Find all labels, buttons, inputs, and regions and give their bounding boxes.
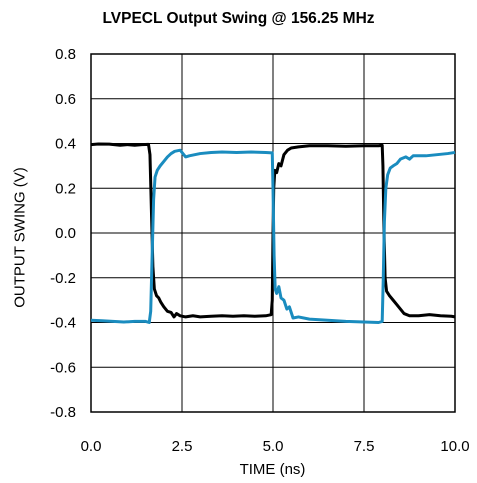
x-tick-label: 2.5 bbox=[172, 438, 193, 455]
y-tick-label: -0.8 bbox=[50, 404, 76, 421]
x-tick-label: 5.0 bbox=[263, 438, 284, 455]
y-tick-label: -0.2 bbox=[50, 270, 76, 287]
x-axis-label: TIME (ns) bbox=[239, 461, 306, 478]
x-tick-label: 7.5 bbox=[354, 438, 375, 455]
y-tick-label: 0.4 bbox=[55, 136, 76, 153]
y-tick-label: -0.4 bbox=[50, 315, 76, 332]
chart-title: LVPECL Output Swing @ 156.25 MHz bbox=[102, 10, 375, 27]
y-tick-label: 0.6 bbox=[55, 91, 76, 108]
x-tick-label: 10.0 bbox=[440, 438, 469, 455]
x-tick-label: 0.0 bbox=[81, 438, 102, 455]
series-line-1 bbox=[90, 142, 456, 319]
y-tick-label: 0.2 bbox=[55, 180, 76, 197]
y-tick-label: 0.8 bbox=[55, 46, 76, 63]
plot-frame bbox=[90, 53, 456, 413]
series-line-2 bbox=[90, 148, 456, 324]
y-tick-label: -0.6 bbox=[50, 359, 76, 376]
y-axis-label: OUTPUT SWING (V) bbox=[11, 167, 29, 308]
y-tick-label: 0.0 bbox=[55, 225, 76, 242]
